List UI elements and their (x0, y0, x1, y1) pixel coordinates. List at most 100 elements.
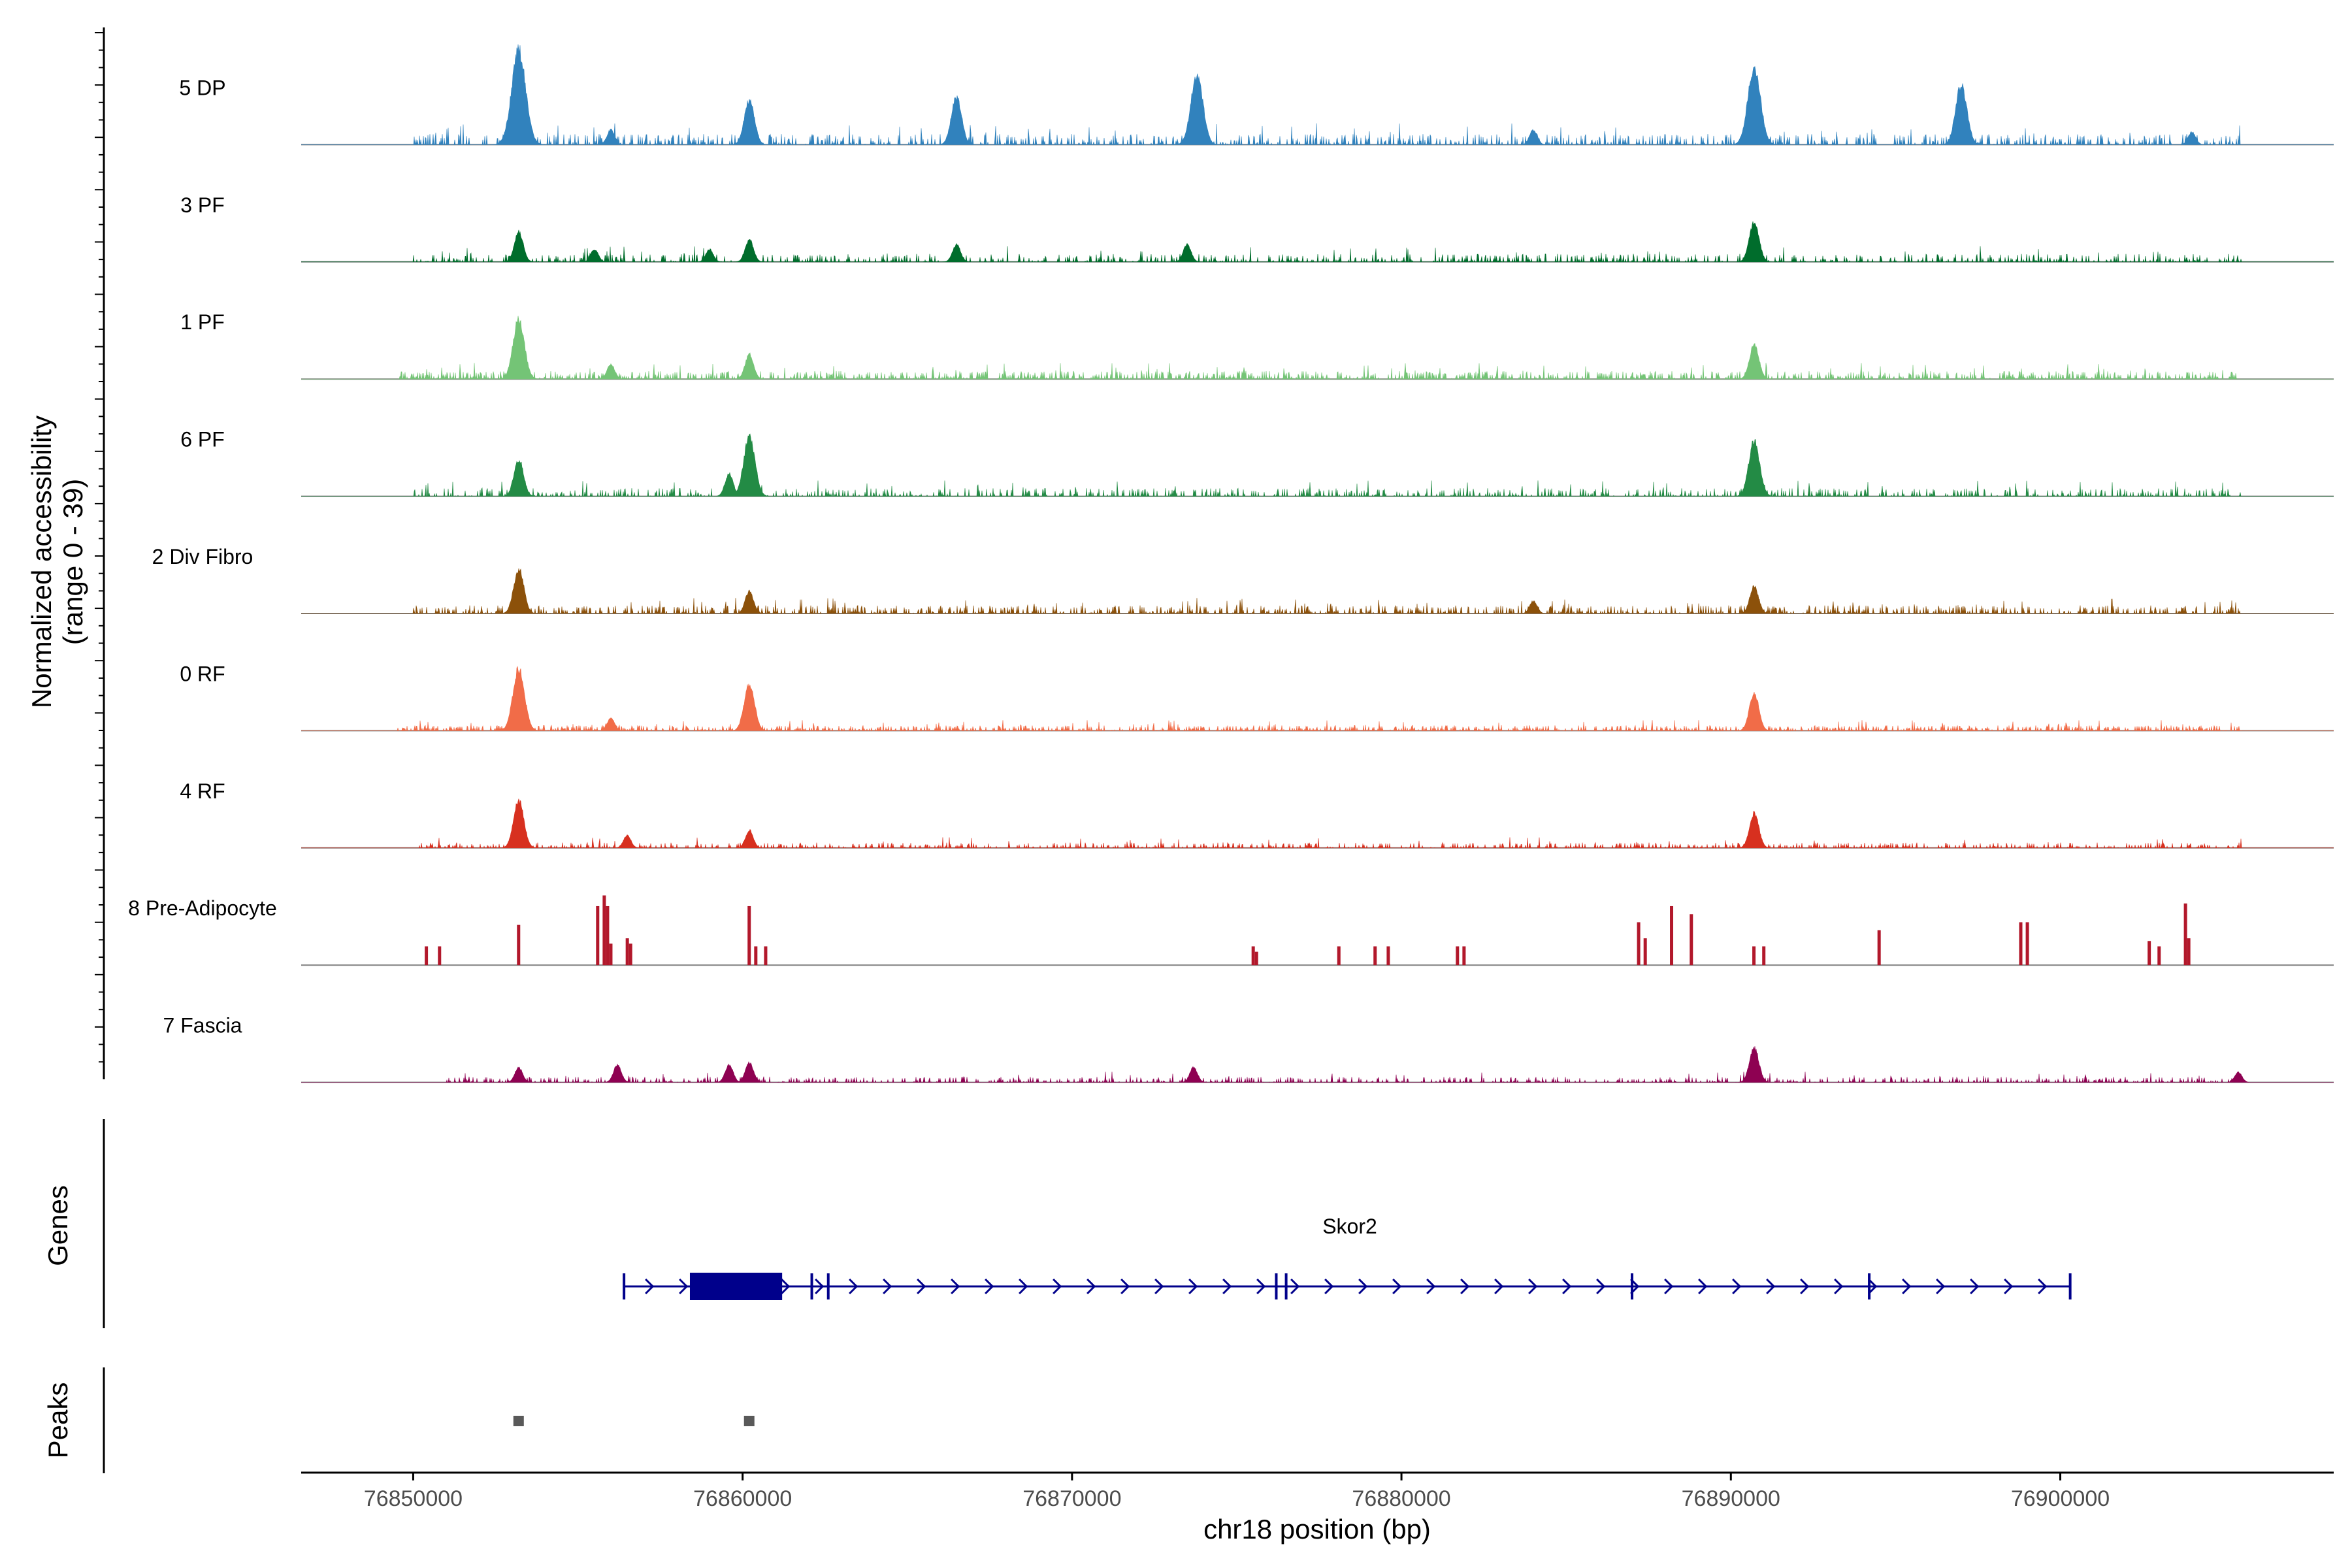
coverage-bar (1690, 914, 1693, 966)
strand-arrow-icon (1902, 1278, 1912, 1295)
gene-model-skor2 (623, 1273, 2072, 1300)
strand-arrow-icon (1256, 1278, 1266, 1295)
coverage-bar (764, 946, 768, 966)
coverage-bar (1386, 946, 1390, 966)
track-label: 4 RF (180, 779, 225, 803)
coverage-area (301, 666, 2334, 732)
coverage-bar (629, 943, 632, 966)
track-label: 6 PF (180, 428, 225, 451)
coverage-bar (747, 906, 751, 966)
strand-arrow-icon (1086, 1278, 1096, 1295)
coverage-bar (1670, 906, 1674, 966)
peaks-panel-title: Peaks (42, 1382, 73, 1459)
coverage-bar (609, 943, 613, 966)
strand-arrow-icon (2038, 1278, 2048, 1295)
coverage-bar (754, 946, 758, 966)
coverage-bar (1251, 946, 1255, 966)
strand-arrow-icon (1766, 1278, 1776, 1295)
track-7-fascia: 7 Fascia (163, 1014, 2334, 1083)
strand-arrow-icon (917, 1278, 926, 1295)
coverage-area (301, 221, 2334, 263)
gene-exon-coding (689, 1273, 783, 1300)
coverage-tracks: 5 DP 3 PF 1 PF 6 PF 2 Div Fibro 0 RF 4 RF 8 Pre… (128, 44, 2334, 1083)
coverage-bar (2025, 922, 2029, 966)
coverage-area (301, 433, 2334, 497)
track-1-pf: 1 PF (180, 310, 2334, 380)
track-label: 7 Fascia (163, 1014, 242, 1037)
coverage-bar (596, 906, 600, 966)
coverage-area (301, 568, 2334, 615)
coverage-bar (425, 946, 429, 966)
coverage-bar (1456, 946, 1460, 966)
coverage-bar (1762, 946, 1766, 966)
strand-arrow-icon (883, 1278, 892, 1295)
x-tick-label: 76890000 (1682, 1486, 1780, 1511)
strand-arrow-icon (1732, 1278, 1742, 1295)
coverage-axis-ticks (95, 32, 104, 1063)
strand-arrow-icon (1664, 1278, 1674, 1295)
coverage-bar (517, 924, 521, 966)
y-axis-title-line1: Normalized accessibility (26, 416, 57, 708)
track-label: 5 DP (179, 76, 225, 99)
y-axis-title: Normalized accessibility (range 0 - 39) (26, 416, 88, 708)
x-tick-label: 76880000 (1352, 1486, 1450, 1511)
strand-arrow-icon (1936, 1278, 1946, 1295)
track-label: 3 PF (180, 193, 225, 217)
track-label: 8 Pre-Adipocyte (128, 896, 277, 920)
track-5-dp: 5 DP (179, 44, 2334, 146)
strand-arrow-icon (1019, 1278, 1028, 1295)
peak-region-mark (513, 1416, 524, 1426)
coverage-bar (625, 938, 629, 966)
coverage-area (301, 44, 2334, 146)
coverage-area (301, 316, 2334, 380)
strand-arrow-icon (1120, 1278, 1130, 1295)
strand-arrow-icon (849, 1278, 858, 1295)
strand-arrow-icon (645, 1278, 655, 1295)
coverage-bar (2187, 938, 2191, 966)
y-axis-title-line2: (range 0 - 39) (57, 479, 88, 645)
track-8-pre-adipocyte: 8 Pre-Adipocyte (128, 895, 2334, 966)
coverage-bar (438, 946, 442, 966)
strand-arrow-icon (1800, 1278, 1810, 1295)
track-0-rf: 0 RF (180, 662, 2334, 732)
strand-arrow-icon (1188, 1278, 1198, 1295)
peak-region-mark (743, 1416, 755, 1426)
genes-panel-title: Genes (42, 1185, 73, 1266)
peak-regions (513, 1416, 755, 1426)
coverage-area (301, 798, 2334, 849)
strand-arrow-icon (985, 1278, 994, 1295)
strand-arrow-icon (1868, 1278, 1878, 1295)
track-label: 0 RF (180, 662, 225, 685)
strand-arrow-icon (1528, 1278, 1538, 1295)
coverage-bar (1643, 938, 1647, 966)
gene-name-label: Skor2 (1322, 1215, 1377, 1238)
strand-arrow-icon (1222, 1278, 1232, 1295)
strand-arrow-icon (1460, 1278, 1470, 1295)
strand-arrow-icon (1324, 1278, 1334, 1295)
coverage-bar (2157, 946, 2161, 966)
strand-arrow-icon (679, 1278, 689, 1295)
strand-arrow-icon (1970, 1278, 1980, 1295)
track-2-div-fibro: 2 Div Fibro (152, 545, 2334, 615)
coverage-bar (1254, 951, 1258, 966)
coverage-bar (1462, 946, 1466, 966)
track-3-pf: 3 PF (180, 193, 2334, 263)
coverage-bar (2183, 903, 2187, 966)
strand-arrow-icon (1290, 1278, 1300, 1295)
coverage-bar (1337, 946, 1341, 966)
track-4-rf: 4 RF (180, 779, 2334, 849)
x-tick-label: 76870000 (1022, 1486, 1121, 1511)
x-axis-title: chr18 position (bp) (1203, 1514, 1431, 1544)
strand-arrow-icon (1698, 1278, 1708, 1295)
strand-arrow-icon (1053, 1278, 1062, 1295)
strand-arrow-icon (2004, 1278, 2014, 1295)
strand-arrow-icon (1562, 1278, 1572, 1295)
strand-arrow-icon (1154, 1278, 1164, 1295)
x-axis-ticks: 76850000 76860000 76870000 76880000 76890000… (364, 1473, 2110, 1511)
strand-arrow-icon (1494, 1278, 1504, 1295)
coverage-bar (1637, 922, 1641, 966)
coverage-bar (1752, 946, 1756, 966)
coverage-area (301, 1046, 2334, 1083)
